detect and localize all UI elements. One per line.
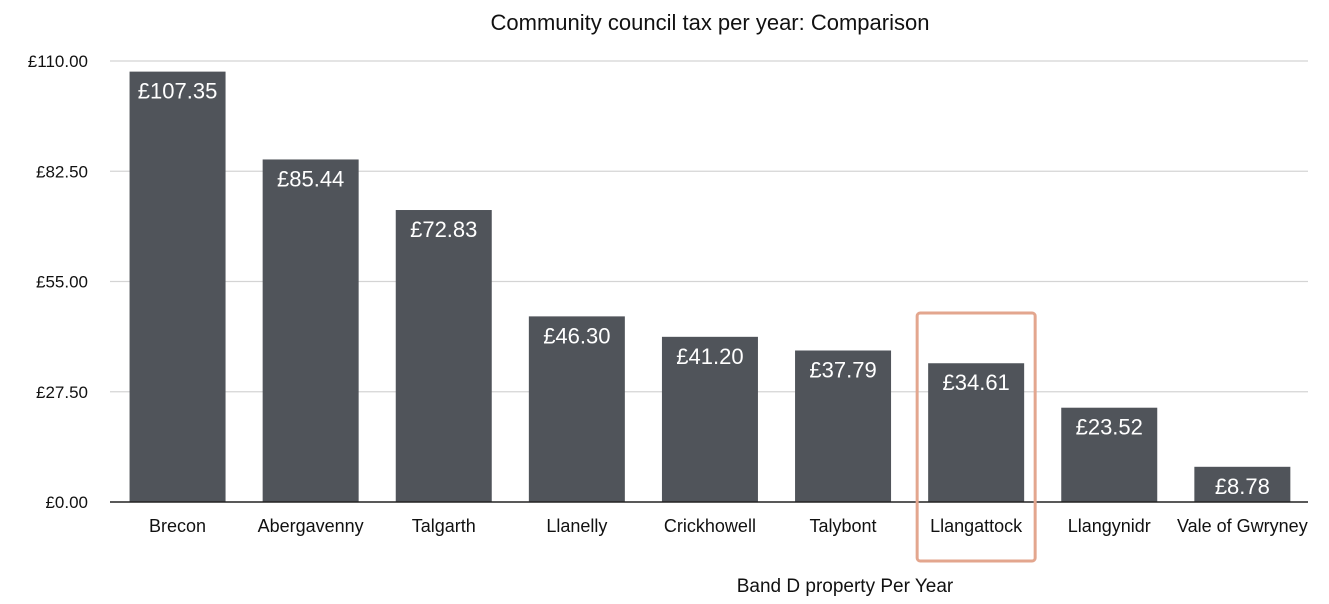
bar-llanelly [528, 316, 625, 502]
data-label: £72.83 [410, 217, 477, 242]
data-label: £107.35 [138, 79, 218, 104]
chart-title: Community council tax per year: Comparis… [491, 10, 930, 35]
y-tick-label: £0.00 [45, 493, 88, 512]
y-tick-label: £110.00 [28, 52, 88, 71]
category-label: Llanelly [546, 516, 607, 536]
data-labels: £107.35 £85.44 £72.83 £46.30 £41.20 £37.79 £34… [138, 79, 1270, 499]
data-label: £37.79 [809, 357, 876, 382]
bars [129, 71, 1291, 503]
x-axis-categories: Brecon Abergavenny Talgarth Llanelly Crickho… [149, 516, 1308, 536]
category-label: Crickhowell [664, 516, 756, 536]
bar-brecon [129, 71, 226, 503]
category-label: Llangynidr [1068, 516, 1151, 536]
category-label: Talgarth [412, 516, 476, 536]
category-label: Vale of Gwryney [1177, 516, 1308, 536]
bar-llangynidr [1061, 407, 1158, 502]
bar-talybont [795, 350, 892, 502]
bar-llangattock [928, 363, 1025, 502]
y-tick-label: £55.00 [36, 273, 88, 292]
bar-crickhowell [661, 336, 758, 502]
category-label: Talybont [810, 516, 877, 536]
bar-talgarth [395, 210, 492, 502]
data-label: £41.20 [676, 344, 743, 369]
category-label: Brecon [149, 516, 206, 536]
x-axis-label: Band D property Per Year [737, 576, 954, 597]
y-tick-label: £27.50 [36, 383, 88, 402]
data-label: £46.30 [543, 323, 610, 348]
data-label: £85.44 [277, 166, 344, 191]
y-tick-label: £82.50 [36, 162, 88, 181]
data-label: £8.78 [1215, 474, 1270, 499]
bar-abergavenny [262, 159, 359, 503]
data-label: £23.52 [1076, 415, 1143, 440]
category-label: Abergavenny [258, 516, 364, 536]
highlight-box [915, 311, 1037, 563]
data-label: £34.61 [943, 370, 1010, 395]
category-label: Llangattock [930, 516, 1023, 536]
bar-vale-of-gwryney [1194, 466, 1291, 502]
y-axis-ticks: £0.00 £27.50 £55.00 £82.50 £110.00 [28, 52, 88, 512]
